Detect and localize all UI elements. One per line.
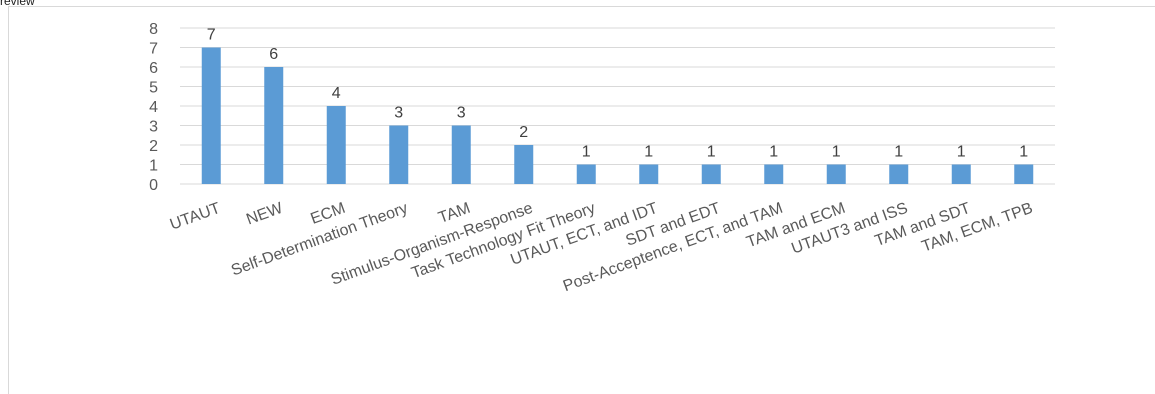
data-label: 1 bbox=[582, 144, 591, 161]
data-label: 3 bbox=[457, 105, 466, 122]
data-label: 1 bbox=[1019, 144, 1028, 161]
data-label: 1 bbox=[644, 144, 653, 161]
data-label: 2 bbox=[519, 124, 528, 141]
bar bbox=[201, 47, 221, 184]
category-label: NEW bbox=[244, 199, 286, 228]
data-label: 1 bbox=[707, 144, 716, 161]
bar bbox=[701, 164, 721, 184]
cropped-header-text: review bbox=[0, 0, 35, 8]
category-label: UTAUT bbox=[168, 200, 223, 234]
data-label: 1 bbox=[769, 144, 778, 161]
y-tick-label: 2 bbox=[149, 138, 158, 155]
data-label: 1 bbox=[957, 144, 966, 161]
y-tick-label: 3 bbox=[149, 119, 158, 136]
bar bbox=[389, 125, 409, 184]
bar bbox=[889, 164, 909, 184]
y-tick-label: 8 bbox=[149, 21, 158, 38]
bar bbox=[639, 164, 659, 184]
bar bbox=[326, 106, 346, 184]
y-tick-label: 1 bbox=[149, 158, 158, 175]
chart-frame bbox=[8, 6, 1155, 394]
bar bbox=[764, 164, 784, 184]
data-label: 4 bbox=[332, 85, 341, 102]
bar bbox=[451, 125, 471, 184]
bar bbox=[264, 67, 284, 184]
bar bbox=[826, 164, 846, 184]
y-tick-label: 7 bbox=[149, 41, 158, 58]
bar bbox=[951, 164, 971, 184]
y-tick-label: 4 bbox=[149, 99, 158, 116]
data-label: 1 bbox=[832, 144, 841, 161]
y-tick-label: 0 bbox=[149, 177, 158, 194]
data-label: 7 bbox=[207, 27, 216, 44]
bar bbox=[1014, 164, 1034, 184]
data-label: 1 bbox=[894, 144, 903, 161]
bar bbox=[576, 164, 596, 184]
data-label: 6 bbox=[269, 46, 278, 63]
y-tick-label: 6 bbox=[149, 60, 158, 77]
data-label: 3 bbox=[394, 105, 403, 122]
y-tick-label: 5 bbox=[149, 80, 158, 97]
bar bbox=[514, 145, 534, 184]
